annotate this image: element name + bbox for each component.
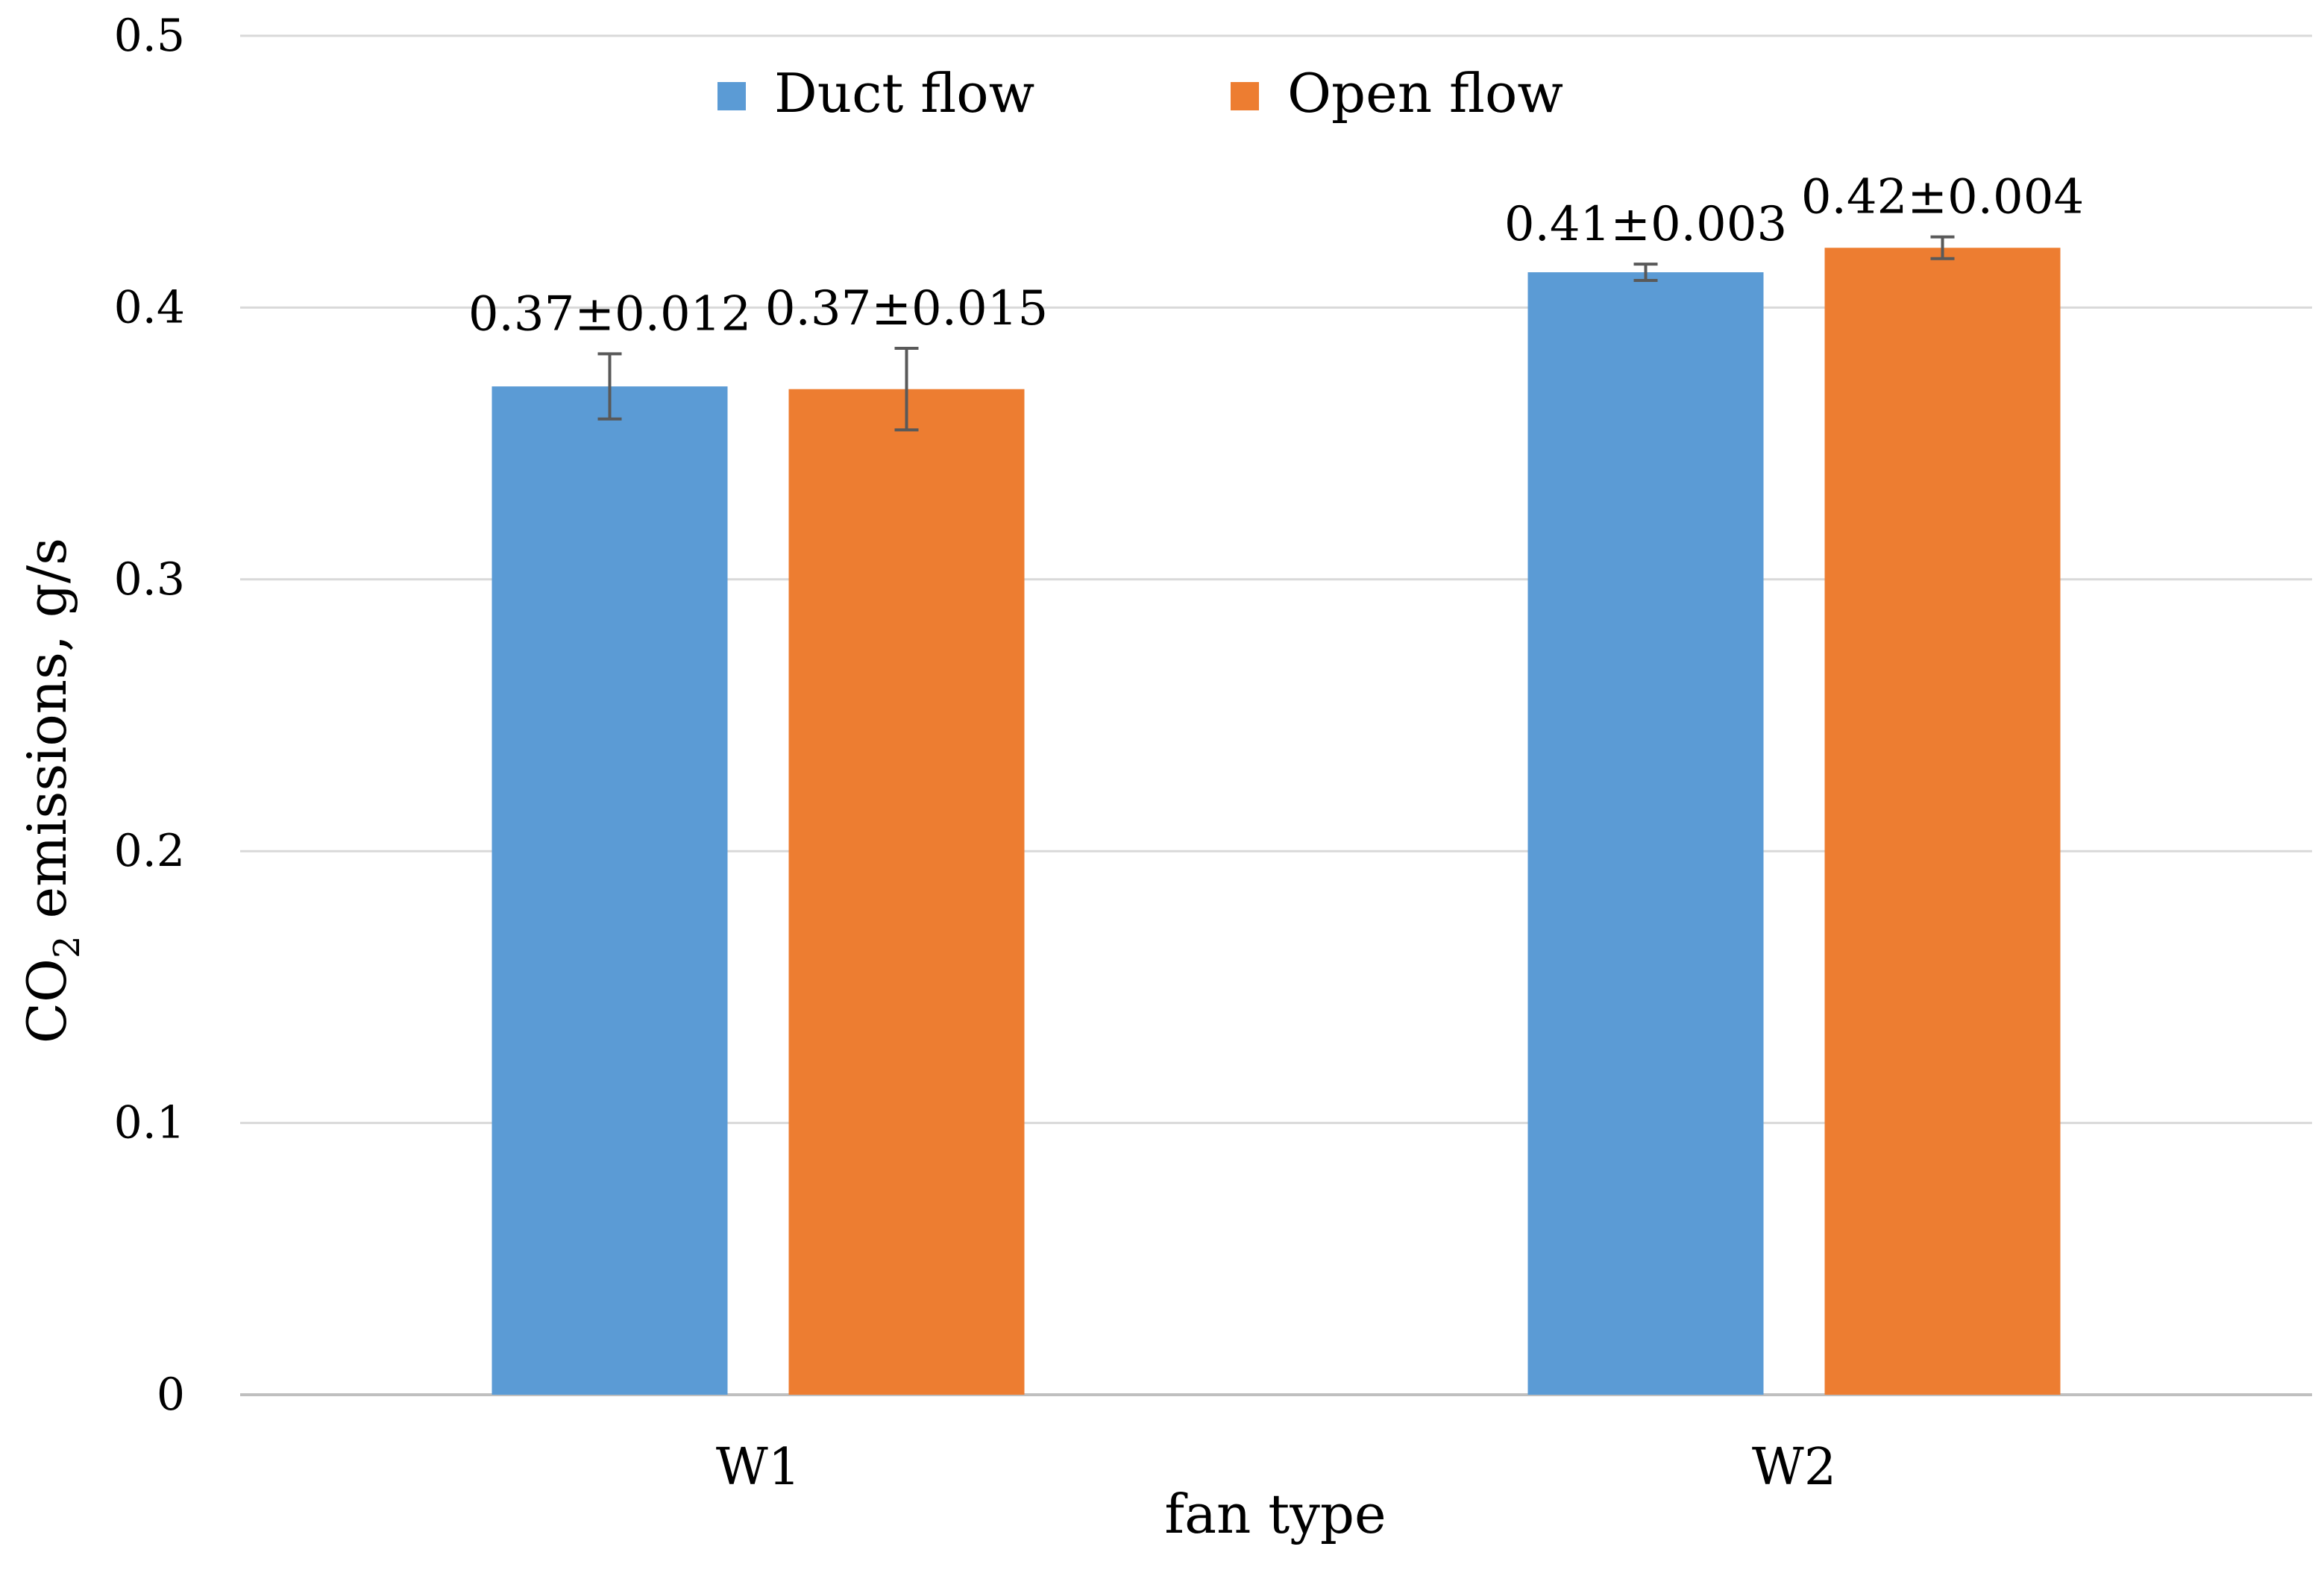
x-axis-label: fan type [1164, 1483, 1386, 1545]
bars [492, 248, 2061, 1395]
bar-duct-flow-w2 [1527, 272, 1764, 1395]
x-axis-categories: W1 W2 [716, 1438, 1836, 1497]
data-label: 0.42±0.004 [1801, 170, 2084, 225]
x-category-label: W2 [1752, 1438, 1836, 1497]
legend: Duct flow Open flow [717, 62, 1563, 125]
legend-swatch [1231, 82, 1259, 110]
data-label: 0.37±0.015 [765, 281, 1048, 336]
legend-label: Duct flow [774, 62, 1034, 125]
y-tick-label: 0.2 [114, 825, 185, 877]
x-category-label: W1 [716, 1438, 800, 1497]
data-labels: 0.37±0.012 0.37±0.015 0.41±0.003 0.42±0.004 [468, 170, 2084, 342]
y-tick-label: 0 [157, 1369, 185, 1421]
y-axis-label-subscript: 2 [46, 935, 88, 958]
legend-label: Open flow [1287, 62, 1563, 125]
error-bars [597, 235, 1955, 432]
bar-open-flow-w1 [788, 389, 1025, 1395]
y-tick-label: 0.4 [114, 281, 185, 333]
bar-duct-flow-w1 [492, 386, 728, 1395]
y-axis-ticks: 0 0.1 0.2 0.3 0.4 0.5 [114, 10, 185, 1421]
y-axis-label: CO2 emissions, g/s [16, 538, 88, 1043]
bar-open-flow-w2 [1824, 248, 2061, 1395]
y-tick-label: 0.5 [114, 10, 185, 62]
data-label: 0.41±0.003 [1504, 197, 1787, 252]
y-tick-label: 0.1 [114, 1097, 185, 1149]
y-axis-label-pre: CO [16, 958, 78, 1043]
y-axis-label-post: emissions, g/s [16, 538, 78, 935]
legend-swatch [717, 82, 746, 110]
data-label: 0.37±0.012 [468, 286, 751, 342]
y-tick-label: 0.3 [114, 553, 185, 606]
